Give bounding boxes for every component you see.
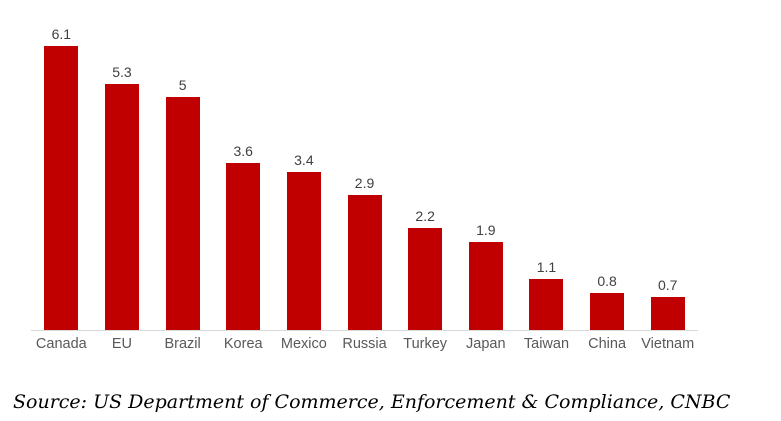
category-label: Brazil xyxy=(164,336,201,352)
bar xyxy=(408,228,443,330)
bar-value-label: 3.6 xyxy=(233,143,253,159)
bar-value-label: 2.2 xyxy=(415,208,435,224)
plot-area: 6.1 5.3 5 3.6 3.4 2.9 2.2 1.9 1.1 0.8 0.7 Canada EU… xyxy=(31,0,698,352)
bar xyxy=(286,172,321,330)
bar-column: 2.2 xyxy=(395,0,456,330)
bar-column: 5 xyxy=(152,0,213,330)
category-label: China xyxy=(588,336,627,352)
category-axis: Canada EU Brazil Korea Mexico Russia Turkey Jap… xyxy=(31,331,698,352)
bar-value-label: 0.7 xyxy=(657,277,678,293)
bar-column: 3.4 xyxy=(274,0,335,330)
bar xyxy=(226,163,261,330)
category-label: EU xyxy=(111,336,133,352)
bar xyxy=(347,195,382,330)
bar xyxy=(590,293,625,330)
bar-value-label: 3.4 xyxy=(294,152,314,168)
bar-value-label: 6.1 xyxy=(51,26,72,42)
bar-column: 6.1 xyxy=(31,0,92,330)
category-label: Japan xyxy=(466,336,506,352)
bar-value-label: 1.9 xyxy=(476,222,496,238)
bar xyxy=(104,84,139,330)
bar xyxy=(529,279,564,330)
bar xyxy=(165,97,200,330)
category-label: Korea xyxy=(223,336,263,352)
bar-column: 5.3 xyxy=(92,0,153,330)
source-note: Source: US Department of Commerce, Enfor… xyxy=(13,391,731,413)
bar-value-label: 5.3 xyxy=(112,64,132,80)
bars-row: 6.1 5.3 5 3.6 3.4 2.9 2.2 1.9 1.1 0.8 0.7 xyxy=(31,0,698,331)
category-label: Taiwan xyxy=(523,336,570,352)
category-label: Turkey xyxy=(403,336,448,352)
bar-value-label: 0.8 xyxy=(597,273,617,289)
bar-value-label: 2.9 xyxy=(354,175,375,191)
bar xyxy=(650,297,685,330)
bar xyxy=(44,46,79,330)
bar xyxy=(468,242,503,330)
bar-value-label: 1.1 xyxy=(536,259,557,275)
bar-column: 1.9 xyxy=(455,0,516,330)
bar-column: 2.9 xyxy=(334,0,395,330)
bar-column: 3.6 xyxy=(213,0,274,330)
bar-column: 0.8 xyxy=(577,0,638,330)
category-label: Mexico xyxy=(280,336,327,352)
bar-value-label: 5 xyxy=(178,77,187,93)
bar-column: 1.1 xyxy=(516,0,577,330)
category-label: Russia xyxy=(342,336,387,352)
category-label: Vietnam xyxy=(641,336,695,352)
category-label: Canada xyxy=(35,336,87,352)
bar-column: 0.7 xyxy=(637,0,698,330)
